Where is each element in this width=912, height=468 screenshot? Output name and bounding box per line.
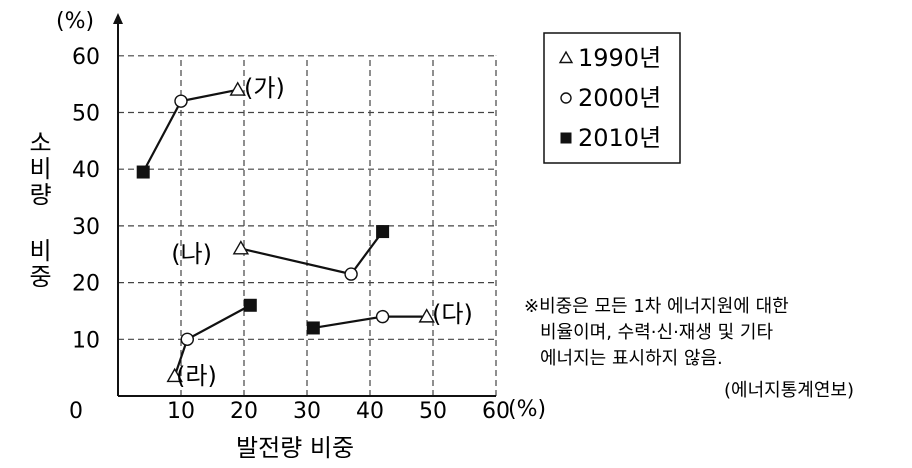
data-point-circle <box>180 332 195 346</box>
y-tick-label: 30 <box>72 215 100 240</box>
x-tick-label: 60 <box>482 399 510 424</box>
series-label: (라) <box>176 362 217 390</box>
series-line <box>142 88 238 173</box>
data-point-triangle <box>166 367 183 383</box>
series-line <box>240 230 384 276</box>
footnote: ※비중은 모든 1차 에너지원에 대한 비율이며, 수력·신·재생 및 기타 에… <box>524 296 854 401</box>
legend-marker-triangle <box>558 50 574 64</box>
footnote-line-1: ※비중은 모든 1차 에너지원에 대한 <box>524 296 789 317</box>
data-point-square <box>243 298 257 312</box>
data-point-square <box>376 225 390 239</box>
tick-labels: 0 10 20 30 40 50 60 10 20 30 40 50 60 <box>69 45 510 424</box>
legend-label: 1990년 <box>578 44 661 72</box>
data-point-circle <box>375 309 390 324</box>
data-point-circle <box>174 94 188 108</box>
x-tick-label: 50 <box>419 399 447 424</box>
y-axis-arrow <box>113 13 123 24</box>
y-unit: (%) <box>56 9 94 34</box>
footnote-line-3: 에너지는 표시하지 않음. <box>540 348 723 369</box>
x-axis-label: 발전량 비중 <box>236 434 354 462</box>
x-tick-label: 0 <box>69 399 83 424</box>
x-tick-label: 40 <box>356 399 384 424</box>
data-point-triangle <box>232 240 250 255</box>
y-tick-label: 40 <box>72 158 100 183</box>
y-tick-label: 50 <box>72 102 100 127</box>
x-unit: (%) <box>508 397 546 422</box>
series-labels: (가) (나) (다) (라) <box>171 74 473 390</box>
data-point-circle <box>344 267 358 281</box>
data-point-square <box>136 165 150 179</box>
y-tick-label: 20 <box>72 272 100 297</box>
legend-label: 2000년 <box>578 84 661 112</box>
legend: 1990년 2000년 2010년 <box>543 32 681 164</box>
legend-marker-circle <box>560 92 572 104</box>
series-markers <box>136 81 435 383</box>
legend-marker-square <box>560 132 572 144</box>
x-tick-label: 10 <box>167 399 195 424</box>
axes <box>113 13 496 397</box>
series-label: (가) <box>244 74 285 102</box>
y-tick-label: 60 <box>72 45 100 70</box>
source-label: (에너지통계연보) <box>724 380 854 401</box>
grid <box>118 55 497 396</box>
data-point-triangle <box>229 81 246 96</box>
y-axis-label: 소비량 비중 <box>24 130 52 290</box>
y-tick-label: 10 <box>72 328 100 353</box>
footnote-line-2: 비율이며, 수력·신·재생 및 기타 <box>540 322 773 343</box>
series-label: (다) <box>432 300 473 328</box>
legend-label: 2010년 <box>578 124 661 152</box>
series-label: (나) <box>171 240 212 268</box>
data-point-square <box>306 321 320 335</box>
x-tick-label: 30 <box>293 399 321 424</box>
x-tick-label: 20 <box>230 399 258 424</box>
data-point-triangle <box>418 308 435 323</box>
